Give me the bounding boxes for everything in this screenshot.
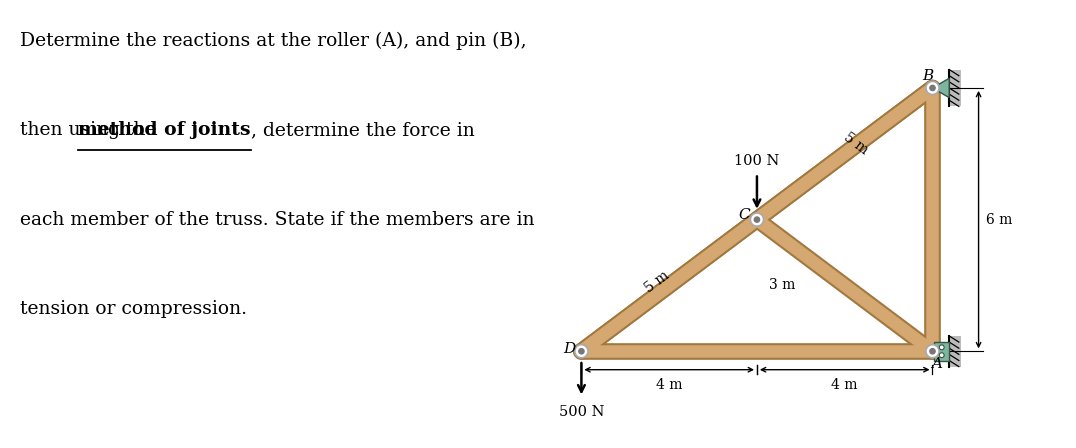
Text: 3 m: 3 m bbox=[769, 279, 795, 293]
Text: 5 m: 5 m bbox=[841, 131, 870, 158]
Text: 4 m: 4 m bbox=[656, 378, 682, 392]
Polygon shape bbox=[933, 78, 949, 98]
Circle shape bbox=[752, 215, 762, 224]
Bar bbox=[934, 342, 949, 361]
Circle shape bbox=[939, 353, 944, 358]
Circle shape bbox=[579, 349, 584, 354]
Circle shape bbox=[930, 85, 935, 90]
Text: B: B bbox=[922, 69, 934, 83]
Text: method of joints: method of joints bbox=[79, 121, 251, 139]
Text: C: C bbox=[738, 208, 750, 222]
Bar bbox=[949, 336, 962, 366]
Text: D: D bbox=[563, 342, 576, 356]
Text: Determine the reactions at the roller (A), and pin (B),: Determine the reactions at the roller (A… bbox=[19, 31, 526, 50]
Circle shape bbox=[925, 81, 939, 95]
Text: 4 m: 4 m bbox=[832, 378, 858, 392]
Circle shape bbox=[754, 217, 760, 222]
Text: 100 N: 100 N bbox=[734, 154, 780, 168]
Circle shape bbox=[939, 345, 944, 350]
Circle shape bbox=[925, 345, 939, 358]
Circle shape bbox=[750, 213, 764, 226]
Text: 6 m: 6 m bbox=[987, 213, 1013, 227]
Text: 5 m: 5 m bbox=[642, 268, 671, 295]
Text: A: A bbox=[932, 357, 943, 370]
Text: , determine the force in: , determine the force in bbox=[251, 121, 475, 139]
Text: then using the: then using the bbox=[19, 121, 162, 139]
Text: tension or compression.: tension or compression. bbox=[19, 300, 246, 318]
Bar bbox=[949, 69, 962, 106]
Text: each member of the truss. State if the members are in: each member of the truss. State if the m… bbox=[19, 211, 535, 228]
Text: 500 N: 500 N bbox=[558, 405, 604, 419]
Circle shape bbox=[577, 346, 586, 356]
Circle shape bbox=[928, 346, 937, 356]
Circle shape bbox=[575, 345, 589, 358]
Circle shape bbox=[928, 83, 937, 93]
Circle shape bbox=[930, 349, 935, 354]
